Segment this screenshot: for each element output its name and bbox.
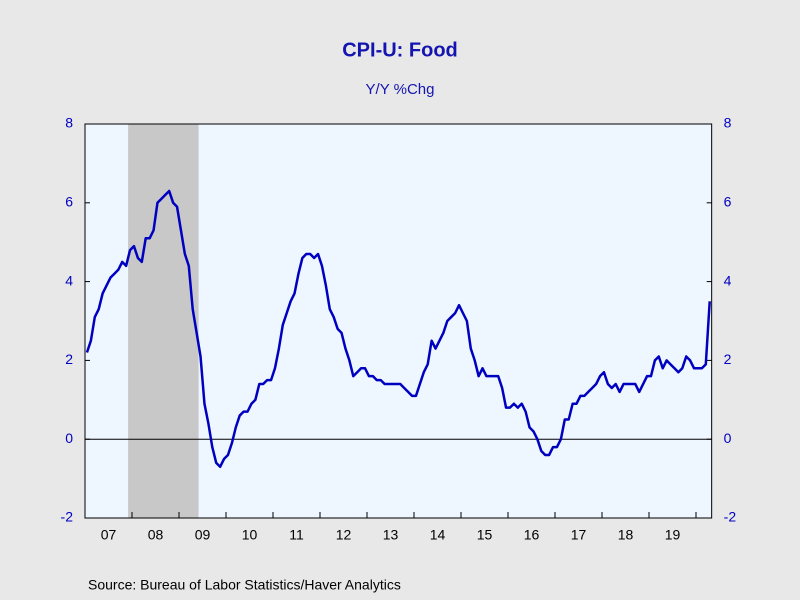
- y-tick-label: 4: [65, 272, 73, 288]
- data-line: [85, 189, 711, 469]
- y2-tick-label: 6: [724, 194, 732, 210]
- x-tick-label: 18: [618, 527, 634, 543]
- x-tick-label: 10: [242, 527, 258, 543]
- y-tick-label: 0: [65, 430, 73, 446]
- plot-border: [84, 123, 713, 519]
- x-tick-label: 12: [336, 527, 352, 543]
- x-tick-label: 11: [289, 527, 304, 543]
- y2-tick-label: 4: [724, 272, 732, 288]
- chart-subtitle: Y/Y %Chg: [366, 81, 435, 98]
- y-tick-label: -2: [61, 509, 74, 525]
- x-tick-label: 19: [665, 527, 681, 543]
- y2-tick-label: 2: [724, 351, 732, 367]
- y-tick-label: 6: [65, 194, 73, 210]
- x-tick-label: 09: [195, 527, 211, 543]
- x-tick-label: 15: [477, 527, 493, 543]
- source-note: Source: Bureau of Labor Statistics/Haver…: [88, 577, 401, 593]
- x-tick-label: 14: [430, 527, 446, 543]
- recession-shade: [128, 124, 199, 518]
- x-tick-label: 07: [101, 527, 117, 543]
- x-tick-label: 16: [524, 527, 540, 543]
- y2-tick-label: 0: [724, 430, 732, 446]
- y2-tick-label: -2: [724, 509, 737, 525]
- y-tick-label: 2: [65, 351, 73, 367]
- y2-tick-label: 8: [724, 115, 732, 131]
- chart-title: CPI-U: Food: [342, 39, 458, 61]
- x-tick-label: 17: [571, 527, 587, 543]
- y-tick-label: 8: [65, 115, 73, 131]
- x-tick-label: 08: [148, 527, 164, 543]
- x-tick-label: 13: [383, 527, 399, 543]
